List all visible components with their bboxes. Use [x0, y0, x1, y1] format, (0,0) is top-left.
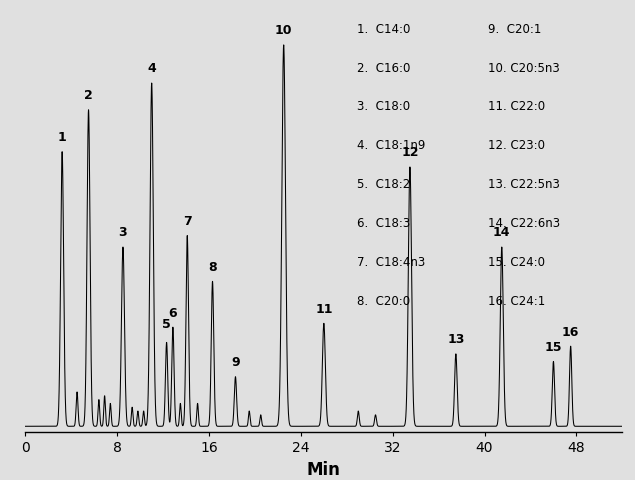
Text: 10: 10 — [275, 24, 293, 37]
Text: 2: 2 — [84, 89, 93, 102]
Text: 5: 5 — [162, 318, 171, 331]
Text: 12: 12 — [401, 146, 418, 159]
Text: 7: 7 — [183, 215, 192, 228]
Text: 8.  C20:0: 8. C20:0 — [357, 295, 410, 308]
Text: 15. C24:0: 15. C24:0 — [488, 256, 545, 269]
Text: 3.  C18:0: 3. C18:0 — [357, 100, 410, 113]
Text: 6.  C18:3: 6. C18:3 — [357, 217, 410, 230]
Text: 1.  C14:0: 1. C14:0 — [357, 23, 410, 36]
Text: 5.  C18:2: 5. C18:2 — [357, 178, 410, 191]
Text: 4.  C18:1n9: 4. C18:1n9 — [357, 139, 425, 152]
Text: 1: 1 — [58, 131, 67, 144]
Text: 11. C22:0: 11. C22:0 — [488, 100, 545, 113]
Text: 14. C22:6n3: 14. C22:6n3 — [488, 217, 560, 230]
Text: 2.  C16:0: 2. C16:0 — [357, 61, 410, 74]
Text: 13. C22:5n3: 13. C22:5n3 — [488, 178, 560, 191]
Text: 13: 13 — [447, 333, 465, 346]
Text: 11: 11 — [315, 303, 333, 316]
Text: 16. C24:1: 16. C24:1 — [488, 295, 545, 308]
X-axis label: Min: Min — [307, 461, 341, 479]
Text: 8: 8 — [208, 261, 217, 274]
Text: 9: 9 — [231, 356, 240, 369]
Text: 7.  C18:4n3: 7. C18:4n3 — [357, 256, 425, 269]
Text: 16: 16 — [562, 325, 579, 338]
Text: 6: 6 — [168, 307, 177, 320]
Text: 12. C23:0: 12. C23:0 — [488, 139, 545, 152]
Text: 9.  C20:1: 9. C20:1 — [488, 23, 542, 36]
Text: 15: 15 — [545, 341, 562, 354]
Text: 3: 3 — [119, 227, 127, 240]
Text: 4: 4 — [147, 62, 156, 75]
Text: 14: 14 — [493, 227, 511, 240]
Text: 10. C20:5n3: 10. C20:5n3 — [488, 61, 559, 74]
